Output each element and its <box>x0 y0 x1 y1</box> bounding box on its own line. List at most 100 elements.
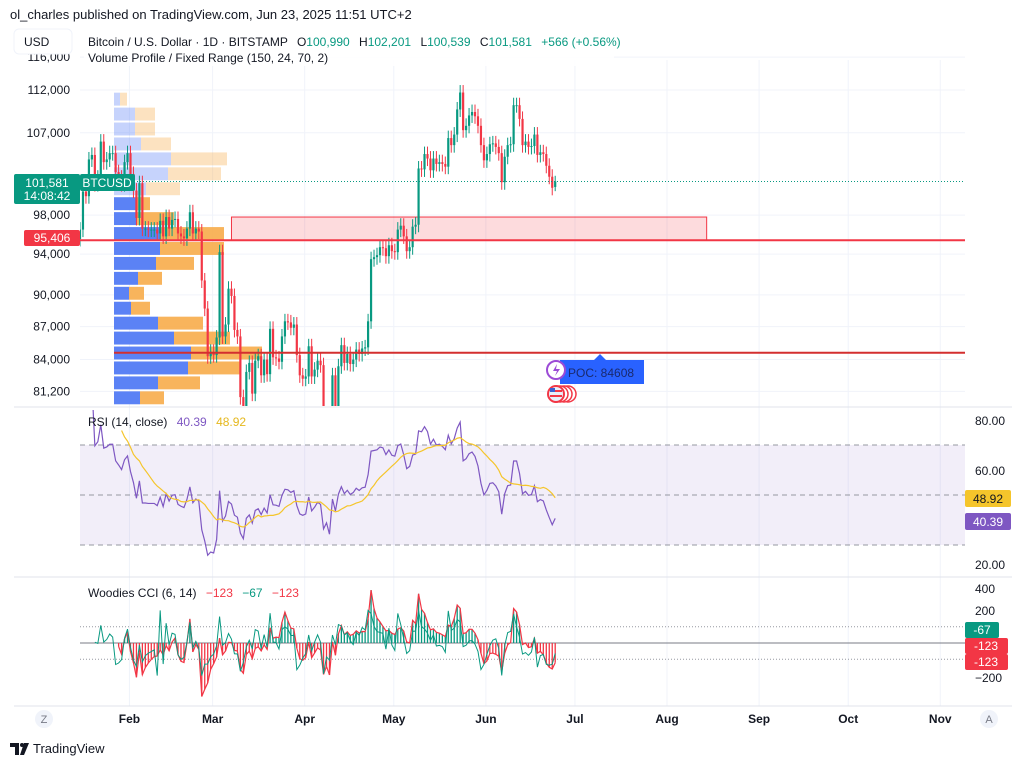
time-tick: Sep <box>748 712 770 726</box>
candle-body <box>126 153 129 163</box>
vp-down-bar <box>137 212 174 226</box>
support-zone[interactable] <box>230 216 708 241</box>
candle-body <box>274 357 278 359</box>
candle-body <box>304 376 307 379</box>
candle-body <box>438 162 441 164</box>
candle-body <box>313 369 316 377</box>
candle-body <box>197 228 200 232</box>
candle-body <box>242 397 245 406</box>
candle-body <box>494 143 497 147</box>
bar-countdown: 14:08:42 <box>24 189 71 203</box>
candle-body <box>153 229 156 231</box>
tradingview-logo-text: TradingView <box>33 741 105 756</box>
candle-body <box>248 362 251 372</box>
candle-body <box>215 337 218 356</box>
candle-body <box>515 105 518 107</box>
price-tick: 112,000 <box>28 83 71 97</box>
candle-body <box>432 158 435 171</box>
symbol-badge-text: BTCUSD <box>82 176 132 190</box>
indicator-title[interactable]: Volume Profile / Fixed Range (150, 24, 7… <box>88 51 328 65</box>
candle-body <box>521 118 524 146</box>
vp-down-bar <box>129 286 144 300</box>
candle-body <box>361 348 364 354</box>
candle-body <box>512 105 515 145</box>
candle-body <box>209 351 212 357</box>
close-value: 101,581 <box>489 35 533 49</box>
svg-text:-67: -67 <box>973 623 991 637</box>
candle-body <box>277 358 281 362</box>
candle-body <box>257 356 260 361</box>
candle-body <box>497 146 500 154</box>
candle-body <box>266 359 269 375</box>
zoom-button[interactable] <box>35 710 53 728</box>
vp-up-bar <box>114 197 137 211</box>
time-tick: Apr <box>294 712 315 726</box>
candle-body <box>381 247 385 249</box>
vp-down-bar <box>158 316 203 330</box>
candle-body <box>239 336 242 398</box>
candle-body <box>292 324 295 328</box>
time-tick: Feb <box>119 712 140 726</box>
candle-body <box>218 252 221 338</box>
poc-label-box[interactable] <box>560 354 644 384</box>
candle-body <box>527 141 530 147</box>
candle-body <box>355 349 358 360</box>
candle-body <box>176 218 180 234</box>
candle-body <box>462 92 465 131</box>
candles <box>80 85 557 406</box>
vp-up-bar <box>114 361 188 375</box>
candle-body <box>476 116 480 126</box>
candle-body <box>408 247 411 252</box>
candle-body <box>539 152 542 155</box>
candle-body <box>420 168 423 170</box>
candle-body <box>203 280 206 309</box>
price-tick: 107,000 <box>27 126 71 140</box>
time-axis[interactable]: Feb Mar Apr May Jun Jul Aug Sep Oct Nov <box>119 712 952 726</box>
candle-body <box>503 156 506 183</box>
candle-body <box>456 109 459 135</box>
vp-down-bar <box>168 167 221 181</box>
time-tick: May <box>382 712 406 726</box>
vp-up-bar <box>114 92 120 106</box>
auto-scale-button[interactable] <box>980 710 998 728</box>
cci-turbo-badge <box>965 622 999 638</box>
rsi-ma-badge <box>965 490 1011 507</box>
candle-body <box>280 336 284 362</box>
candle-body <box>221 252 224 337</box>
horizontal-levels[interactable] <box>80 180 965 354</box>
candle-body <box>506 145 509 157</box>
candle-body <box>301 375 304 379</box>
candle-body <box>358 349 361 354</box>
time-tick: Nov <box>929 712 952 726</box>
candle-body <box>200 231 203 281</box>
candle-body <box>102 141 105 163</box>
candle-body <box>447 138 450 167</box>
us-flag-events-icon[interactable] <box>547 385 577 403</box>
vp-up-bar <box>114 376 158 390</box>
vp-up-bar <box>114 242 160 255</box>
candle-body <box>399 225 402 230</box>
vp-up-bar <box>114 152 171 166</box>
candle-body <box>369 259 373 322</box>
price-axis[interactable]: 116,000112,000107,00098,00094,00090,0008… <box>27 50 71 398</box>
candle-body <box>340 345 343 367</box>
cci-legend[interactable]: Woodies CCI (6, 14) −123 −67 −123 <box>88 586 299 600</box>
candle-body <box>450 138 453 146</box>
candle-body <box>147 228 150 230</box>
price-tick: 81,200 <box>33 384 70 398</box>
candle-body <box>185 228 189 239</box>
candle-body <box>536 134 539 155</box>
candle-body <box>81 191 85 230</box>
currency-label: USD <box>24 35 50 49</box>
vp-down-bar <box>171 152 227 166</box>
candle-body <box>393 251 396 253</box>
rsi-legend[interactable]: RSI (14, close) 40.39 48.92 <box>88 415 246 429</box>
rsi-ma-line <box>121 430 556 528</box>
currency-button[interactable] <box>13 28 73 55</box>
zone-rectangle[interactable] <box>230 216 708 241</box>
candle-body <box>366 321 370 348</box>
turbo-cci-line <box>94 609 556 676</box>
candle-body <box>467 115 471 126</box>
candle-body <box>310 346 313 377</box>
